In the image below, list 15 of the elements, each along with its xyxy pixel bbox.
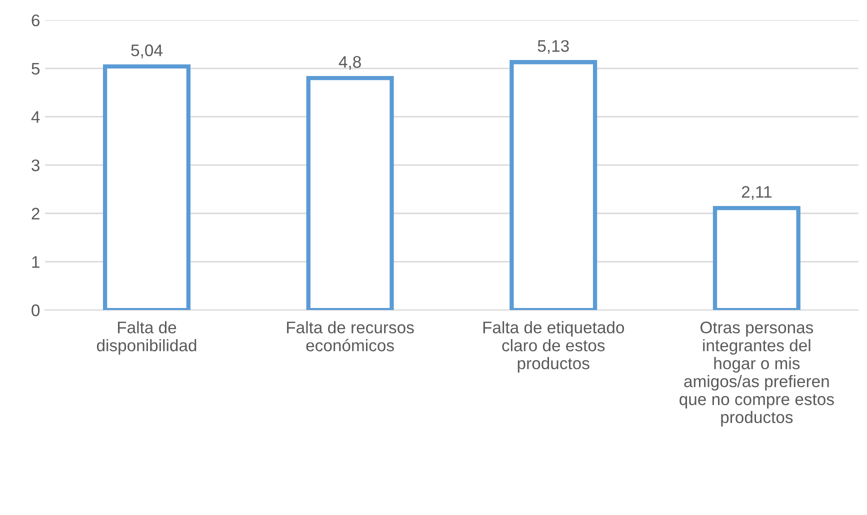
y-tick-label: 2 [32, 208, 40, 220]
y-tick-label: 0 [32, 304, 40, 316]
data-label: 5,04 [131, 44, 162, 58]
data-label: 2,11 [742, 186, 772, 200]
y-tick-label: 5 [32, 62, 40, 75]
x-tick-label: Falta de disponibilidad [96, 321, 196, 355]
y-tick-label: 3 [32, 159, 40, 172]
data-label: 4,8 [338, 56, 361, 70]
y-tick-label: 6 [32, 14, 40, 26]
x-tick-label: Otras personas integrantes del hogar o mis amigos/as prefieren que no compre estos productos [680, 322, 834, 426]
y-tick-label: 1 [32, 256, 40, 268]
x-tick-label: Falta de recursos económicos [287, 321, 414, 352]
data-label: 5,13 [538, 40, 569, 54]
y-tick-label: 4 [31, 111, 40, 123]
x-tick-label: Falta de etiquetado claro de estos productos [483, 321, 624, 373]
